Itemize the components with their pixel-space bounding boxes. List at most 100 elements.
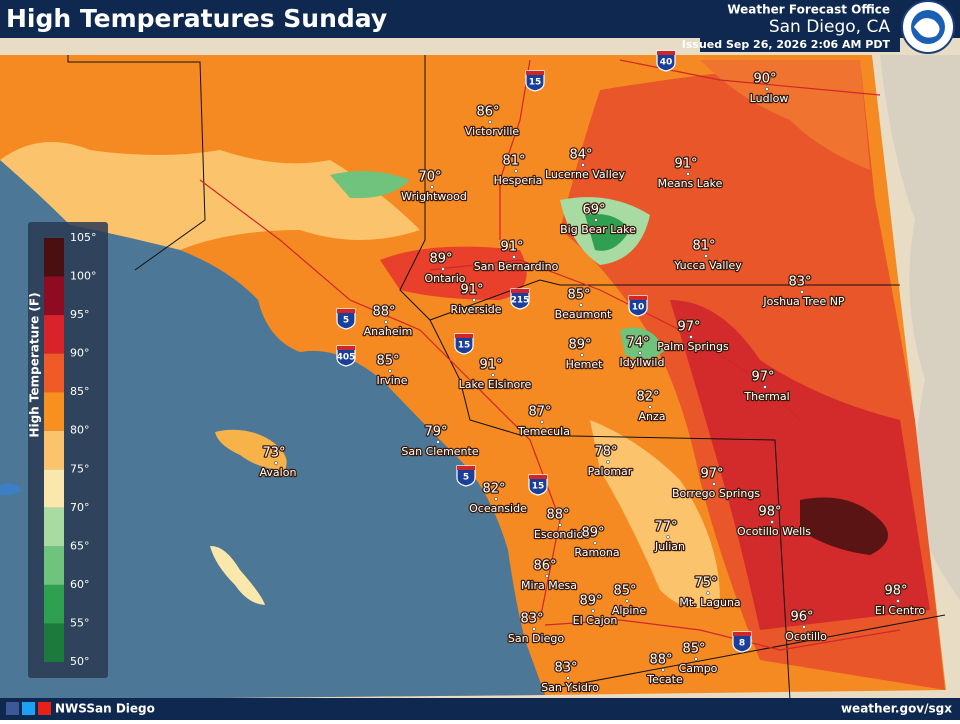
city-name: Riverside (450, 303, 501, 316)
social-handle[interactable]: NWSSan Diego (55, 702, 155, 716)
city-temp: 88° (649, 653, 672, 668)
city-name: Joshua Tree NP (762, 295, 845, 308)
facebook-icon[interactable] (6, 702, 19, 715)
highway-number: 5 (463, 473, 469, 483)
city-temp: 90° (753, 72, 776, 87)
city-dot (606, 460, 610, 464)
city-name: Big Bear Lake (560, 223, 636, 236)
city-dot (712, 482, 716, 486)
city-temp: 98° (758, 505, 781, 520)
highway-shield-top (529, 475, 547, 479)
legend-label: 80° (70, 424, 90, 437)
city-temp: 98° (884, 584, 907, 599)
legend-scale: 105° 100° 95° 90° 85° 80° 75° 70° 65° 60° 55° 50° (44, 231, 97, 668)
city-name: Ludlow (750, 92, 789, 105)
city-dot (488, 120, 492, 124)
city-dot (514, 169, 518, 173)
highway-shields: 15 40 10 5 405 215 15 5 15 8 (336, 50, 752, 653)
city-dot (638, 351, 642, 355)
legend-swatch (44, 469, 64, 508)
city-temp: 97° (751, 370, 774, 385)
city-dot (579, 303, 583, 307)
legend-swatch (44, 392, 64, 431)
legend-swatch (44, 238, 64, 277)
legend-panel (28, 222, 108, 678)
city-temp: 81° (502, 154, 525, 169)
mild-region (590, 420, 720, 608)
city-temp: 91° (674, 157, 697, 172)
city-temp: 77° (654, 520, 677, 535)
city-dot (763, 385, 767, 389)
city-name: San Diego (508, 632, 564, 645)
city-temp: 85° (376, 354, 399, 369)
city-dot (580, 353, 584, 357)
city-name: Anaheim (364, 325, 413, 338)
city-name: San Clemente (401, 445, 478, 458)
legend-label: 105° (70, 231, 97, 244)
legend-swatch (44, 315, 64, 354)
twitter-icon[interactable] (22, 702, 35, 715)
city-temp: 75° (694, 576, 717, 591)
legend-label: 85° (70, 385, 90, 398)
city-name: Julian (654, 540, 685, 553)
logo-cloud (914, 18, 940, 38)
city-name: Campo (679, 662, 718, 675)
city-temp: 91° (479, 358, 502, 373)
city-name: San Bernardino (474, 260, 559, 273)
youtube-icon[interactable] (38, 702, 51, 715)
city-name: Hemet (566, 358, 604, 371)
legend-swatch (44, 546, 64, 585)
city-temp: 89° (429, 252, 452, 267)
city-temp: 83° (554, 661, 577, 676)
city-name: Ramona (574, 546, 619, 559)
city-dot (770, 520, 774, 524)
highway-shield (336, 308, 356, 330)
highway-shield (454, 333, 474, 355)
city-name: Ocotillo (785, 630, 827, 643)
city-name: Irvine (376, 374, 407, 387)
city-name: El Cajon (573, 614, 618, 627)
highway-number: 10 (632, 303, 645, 313)
legend-label: 70° (70, 501, 90, 514)
legend-title: High Temperature (F) (28, 292, 42, 437)
city-temp: 88° (372, 305, 395, 320)
highway-number: 40 (660, 58, 673, 68)
city-temp: 96° (790, 610, 813, 625)
website[interactable]: weather.gov/sgx (841, 702, 952, 716)
city-temp: 82° (636, 390, 659, 405)
island (210, 545, 265, 605)
island (0, 483, 22, 496)
city-temp: 86° (533, 559, 556, 574)
highway-shield (528, 474, 548, 496)
city-temp: 69° (582, 203, 605, 218)
city-temp: 81° (692, 239, 715, 254)
city-name: Anza (638, 410, 665, 423)
cold-region (585, 214, 630, 251)
highway-line (544, 619, 901, 651)
office: Weather Forecast Office (727, 3, 890, 17)
city-name: Ocotillo Wells (737, 525, 811, 538)
city-dot (558, 523, 562, 527)
city-dot (706, 591, 710, 595)
legend-label: 65° (70, 539, 90, 552)
city-temp: 86° (476, 105, 499, 120)
city-dot (540, 420, 544, 424)
city-dot (666, 535, 670, 539)
city-temp: 82° (482, 482, 505, 497)
highway-shield-top (526, 71, 544, 75)
city-temp: 74° (626, 336, 649, 351)
legend-label: 60° (70, 578, 90, 591)
highway-shield (628, 295, 648, 317)
legend-swatch (44, 276, 64, 316)
international-border (544, 614, 946, 691)
highway-shield-top (457, 466, 475, 470)
county-line (67, 55, 206, 271)
office-box (700, 0, 900, 52)
city-temp: 85° (567, 288, 590, 303)
highway-shield-top (337, 309, 355, 313)
city-dot (436, 440, 440, 444)
city-dot (566, 676, 570, 680)
city-dot (694, 657, 698, 661)
warm-region (700, 60, 870, 170)
